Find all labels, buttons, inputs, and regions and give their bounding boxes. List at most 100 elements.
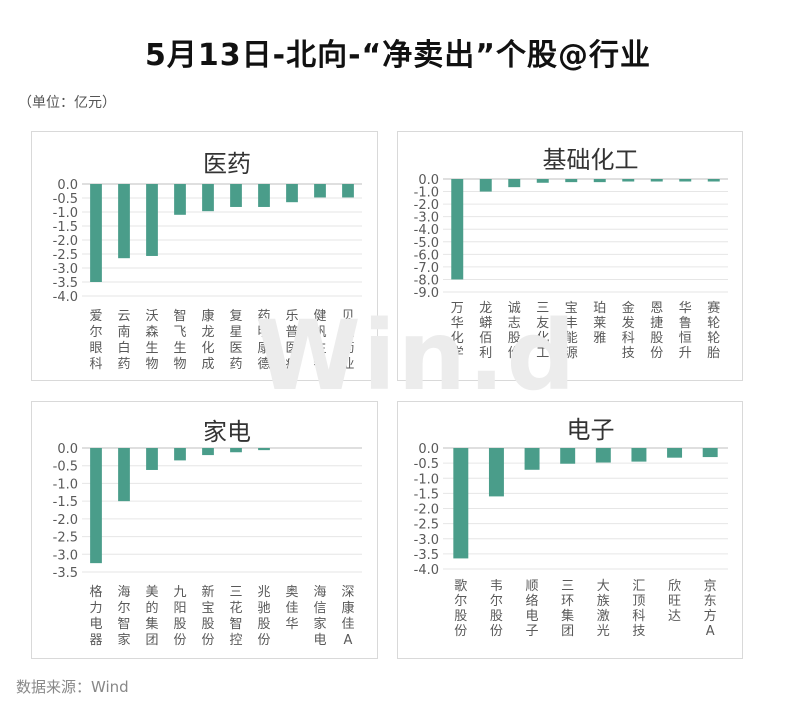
y-tick-label: -2.0 (414, 198, 439, 213)
category-label: 欣旺达 (668, 579, 681, 624)
bar (667, 448, 683, 458)
category-label: 京东方 A (704, 579, 717, 639)
category-label: 三友化工 (536, 301, 549, 361)
chart-panel-electronics: 电子 0.0 -0.5 -1.0 -1.5 -2.0 -2.5 -3.0 -3.5 -4.0 歌尔股… (397, 401, 743, 659)
y-tick-label: -1.0 (53, 477, 78, 492)
y-tick-label: -3.0 (414, 533, 439, 548)
category-label: 贝达药业 (341, 309, 354, 372)
category-label: 康龙化成 (201, 308, 214, 372)
y-tick-label: -0.5 (414, 457, 439, 472)
category-label: 海尔智家 (117, 585, 130, 648)
category-label: 华鲁恒升 (679, 301, 692, 361)
bar (202, 184, 214, 212)
y-tick-label: -9.0 (414, 286, 439, 301)
bar (258, 184, 270, 207)
y-tick-label: -2.5 (53, 248, 78, 263)
category-label: 新宝股份 (201, 584, 214, 648)
bar (342, 184, 354, 198)
data-source: 数据来源：Wind (16, 678, 129, 696)
bar (118, 448, 130, 502)
category-label: 复星医药 (229, 309, 242, 372)
y-tick-label: -3.5 (53, 566, 78, 581)
bar (230, 448, 242, 453)
bar (565, 179, 578, 183)
y-tick-label: -5.0 (414, 236, 439, 251)
bar (702, 448, 718, 458)
category-label: 格力电器 (89, 584, 102, 648)
chart-electronics: 电子 0.0-0.5-1.0-1.5-2.0-2.5-3.0-3.5-4.0 歌尔股… (414, 416, 728, 639)
y-tick-label: -1.0 (414, 472, 439, 487)
y-tick-label: -1.0 (53, 206, 78, 221)
y-tick-label: -6.0 (414, 248, 439, 263)
y-tick-label: -1.5 (53, 220, 78, 235)
category-label: 沃森生物 (145, 309, 158, 372)
chart-panel-appliances: 家电 0.0 -0.5 -1.0 -1.5 -2.0 -2.5 -3.0 -3.5 格力电器 海尔智… (31, 401, 378, 659)
bar (90, 448, 102, 564)
category-label: 顺络电子 (526, 579, 539, 639)
bar (453, 448, 469, 559)
category-label: 歌尔股份 (454, 579, 467, 639)
bar (650, 179, 663, 182)
bar (202, 448, 214, 456)
y-tick-label: 0.0 (418, 173, 439, 188)
bar (679, 179, 692, 182)
y-tick-label: -2.5 (53, 531, 78, 546)
category-label: 深康佳 A (341, 585, 354, 648)
bar (479, 179, 492, 192)
y-tick-label: -1.5 (414, 487, 439, 502)
y-tick-label: 0.0 (57, 442, 78, 457)
chart-title: 基础化工 (543, 146, 639, 174)
bar (118, 184, 130, 259)
chart-title: 电子 (567, 416, 615, 444)
bar (508, 179, 521, 188)
bar (524, 448, 540, 470)
category-label: 健帆生物 (313, 309, 326, 372)
chart-pharma: 医药 0.0-0.5-1.0-1.5-2.0-2.5-3.0-3.5-4.0 爱尔眼… (53, 150, 362, 372)
bar (314, 184, 326, 198)
bar (560, 448, 576, 464)
category-label: 恩捷股份 (650, 301, 663, 361)
y-tick-label: -1.0 (414, 186, 439, 201)
category-label: 大族激光 (597, 579, 610, 639)
bar (595, 448, 611, 463)
unit-note: （单位：亿元） (18, 95, 116, 111)
category-label: 金发科技 (622, 300, 635, 361)
bar (90, 184, 102, 282)
page-title: 5月13日-北向-“净卖出”个股@行业 (145, 38, 651, 73)
category-label: 奥佳华 (285, 585, 298, 632)
category-label: 万华化学 (451, 301, 464, 361)
category-label: 乐普医疗 (285, 309, 298, 372)
y-tick-label: -3.5 (414, 548, 439, 563)
y-tick-label: -0.5 (53, 192, 78, 207)
category-label: 兆驰股份 (257, 585, 270, 648)
category-label: 赛轮轮胎 (707, 300, 720, 361)
chart-chemicals: 基础化工 0.0-1.0-2.0-3.0-4.0-5.0-6.0-7.0-8.0-… (414, 146, 728, 361)
y-tick-label: -4.0 (414, 563, 439, 578)
bar (146, 448, 158, 470)
category-label: 爱尔眼科 (89, 309, 102, 372)
bar (258, 448, 270, 451)
y-tick-label: -2.0 (414, 503, 439, 518)
bar (631, 448, 647, 462)
bar (174, 184, 186, 215)
category-label: 美的集团 (145, 585, 158, 648)
y-tick-label: -2.0 (53, 234, 78, 249)
y-tick-label: -0.5 (53, 460, 78, 475)
y-tick-label: -3.0 (53, 548, 78, 563)
bar (536, 179, 549, 183)
bar (707, 179, 720, 182)
category-label: 龙蟒佰利 (479, 301, 492, 361)
y-tick-label: -2.5 (414, 518, 439, 533)
category-label: 药明康德 (257, 309, 270, 372)
bar (174, 448, 186, 461)
category-label: 汇顶科技 (632, 579, 645, 639)
bar (146, 184, 158, 256)
bar (286, 184, 298, 203)
chart-panel-pharma: 医药 0.0 -0.5 -1.0 -1.5 -2.0 -2.5 -3.0 -3.5 -4.0 爱尔眼… (31, 131, 378, 381)
y-tick-label: 0.0 (57, 178, 78, 193)
category-label: 云南白药 (117, 309, 130, 372)
y-tick-label: -3.5 (53, 276, 78, 291)
y-tick-label: -7.0 (414, 261, 439, 276)
category-label: 韦尔股份 (490, 579, 503, 639)
bar (488, 448, 504, 497)
